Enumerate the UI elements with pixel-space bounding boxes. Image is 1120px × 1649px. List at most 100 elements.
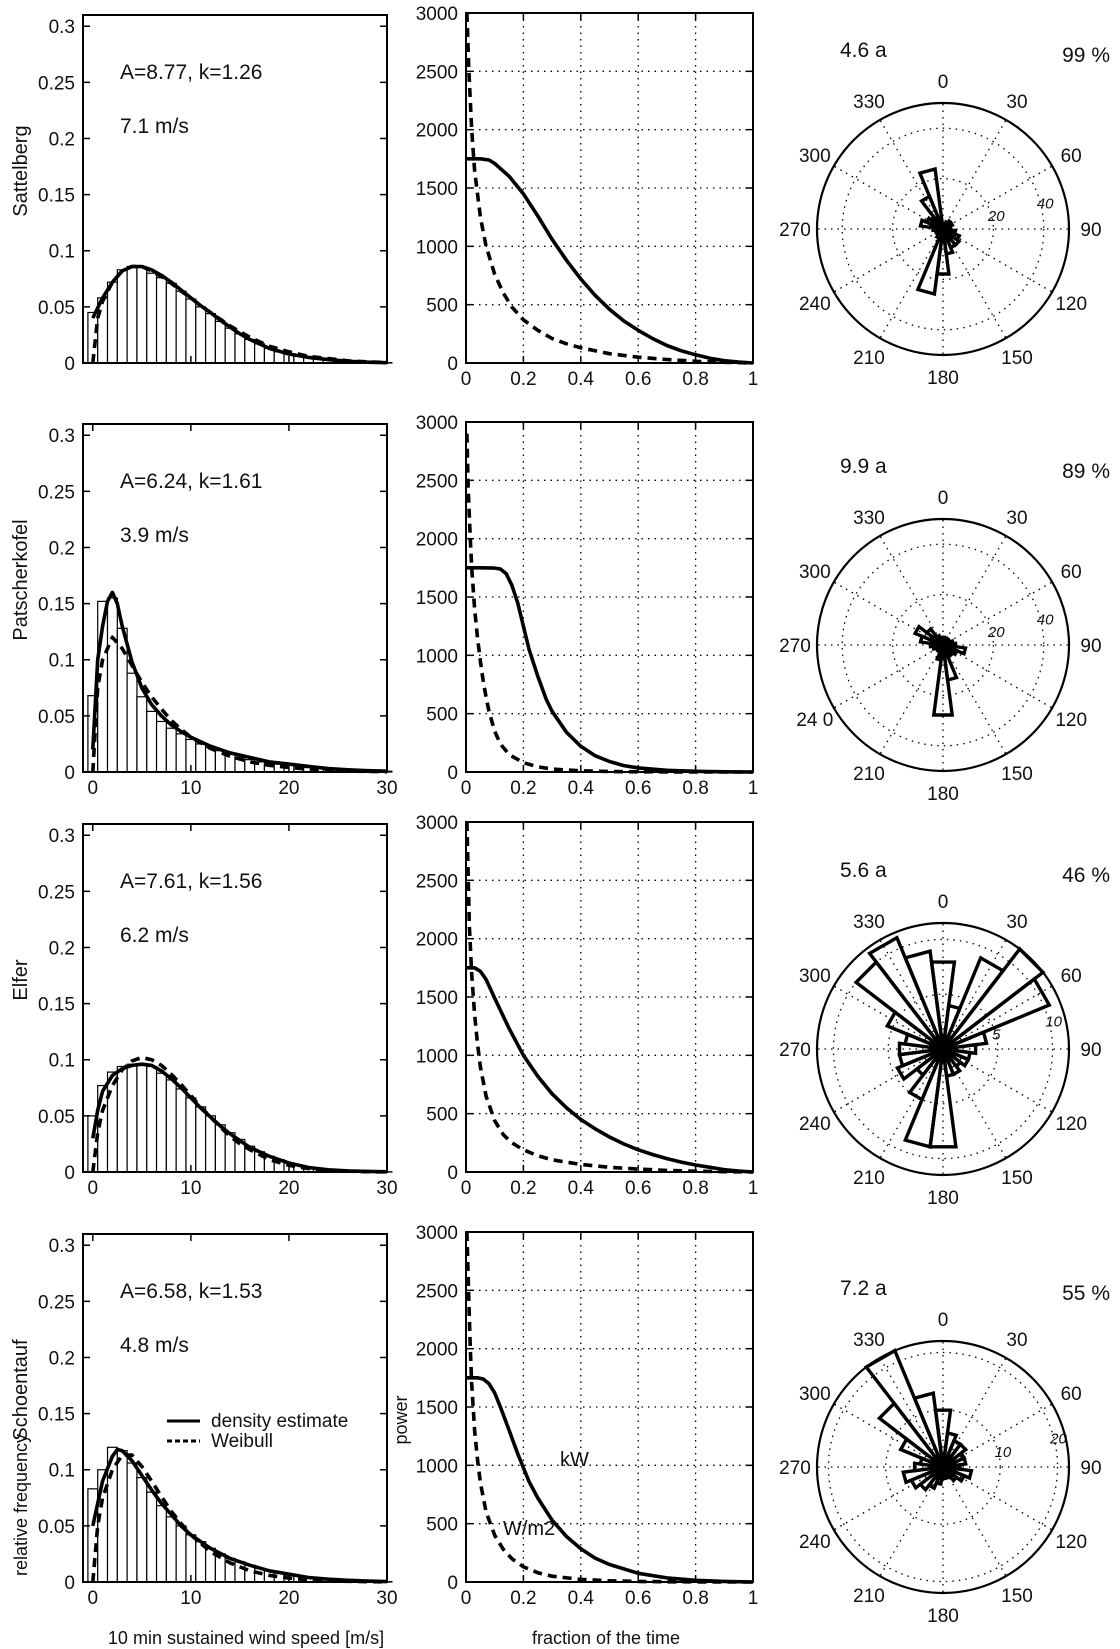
histogram-bar: [155, 1505, 167, 1583]
weibull-parameters: A=7.61, k=1.56: [120, 870, 262, 893]
rose-ring: [887, 993, 999, 1105]
rose-angle-label: 0: [938, 72, 949, 93]
y-tick-label: 0.15: [38, 995, 75, 1016]
solid-series-line: [466, 966, 754, 1174]
rose-ring: [841, 543, 1045, 747]
rose-petal: [931, 644, 955, 717]
rose-angle-label: 300: [799, 1384, 831, 1405]
record-length: 5.6 a: [840, 859, 887, 882]
panel-grid: 00.050.10.150.20.250.3A=8.77, k=1.267.1 …: [10, 4, 1110, 1627]
rose-angle-label: 60: [1061, 146, 1082, 167]
rose-angle-label: 270: [779, 636, 811, 657]
y-tick-label: 0.2: [49, 938, 75, 959]
y-tick-label: 500: [426, 705, 458, 726]
station-name: Sattelberg: [10, 125, 32, 216]
mean-wind-speed: 4.8 m/s: [120, 1334, 189, 1357]
histogram-bar: [165, 282, 177, 364]
histogram-bar: [165, 1516, 177, 1583]
rose-angle-label: 30: [1006, 912, 1027, 933]
y-tick-label: 1500: [416, 588, 458, 609]
rose-angle-label: 60: [1061, 966, 1082, 987]
histogram-bar: [165, 1079, 177, 1173]
x-tick-label: 0: [88, 1178, 99, 1199]
rose-ring-label: 20: [987, 208, 1005, 225]
y-tick-label: 2500: [416, 1281, 458, 1302]
wind-rose-panel: 10 20 0 30 60 90 120 150 180 210 240 270 300 330 7.2 a…: [779, 1277, 1110, 1627]
hist-panel: 0 0.05 0.1 0.15 0.2 0.25 0.3 A=8.77, k=1.26 7.1 …: [10, 14, 393, 375]
power-x-axis-label: fraction of the time: [532, 1628, 680, 1648]
rose-angle-label: 300: [799, 966, 831, 987]
y-tick-label: 2500: [416, 471, 458, 492]
x-tick-label: 0: [461, 1588, 472, 1609]
y-tick-label: 0: [64, 1163, 75, 1184]
rose-angle-label: 30: [1006, 92, 1027, 113]
wind-rose-panel: 20 40 0 30 60 90 120 150 180 210 24 0 270 300 330 9.9 …: [779, 455, 1110, 805]
rose-spoke: [833, 985, 944, 1050]
y-tick-label: 0: [64, 354, 75, 375]
histogram-bar: [155, 720, 167, 773]
rose-angle-label: 210: [853, 764, 885, 785]
y-tick-label: 0: [447, 1163, 458, 1184]
y-tick-label: 0.15: [38, 186, 75, 207]
mean-wind-speed: 7.1 m/s: [120, 115, 189, 138]
rose-ring: [832, 938, 1054, 1160]
rose-spoke: [942, 228, 1053, 293]
y-tick-label: 1500: [416, 179, 458, 200]
histogram-bar: [146, 1065, 158, 1173]
histogram-bar: [165, 727, 177, 773]
rose-angle-label: 210: [853, 1586, 885, 1607]
x-tick-label: 0.8: [682, 1588, 708, 1609]
wind-rose-panel: 20 40 0 30 60 90 120 150 180 210 240 270 300 330 4.6 a…: [779, 39, 1110, 389]
rose-petal: [917, 166, 945, 230]
rose-angle-label: 240: [799, 1532, 831, 1553]
x-tick-label: 0.2: [510, 778, 536, 799]
station-name: Schoentauf: [10, 1339, 32, 1441]
rose-petal: [876, 1400, 945, 1469]
y-tick-label: 0.15: [38, 595, 75, 616]
x-tick-label: 1: [748, 1178, 759, 1199]
y-tick-label: 1000: [416, 646, 458, 667]
legend-density-estimate: density estimate: [211, 1411, 348, 1432]
record-length: 4.6 a: [840, 39, 887, 62]
rose-angle-label: 180: [927, 784, 959, 805]
histogram-bar: [136, 266, 148, 364]
x-tick-label: 0.6: [625, 369, 651, 390]
x-tick-label: 0.8: [682, 1178, 708, 1199]
y-tick-label: 1000: [416, 1456, 458, 1477]
hist-x-axis-label: 10 min sustained wind speed [m/s]: [108, 1628, 384, 1648]
x-tick-label: 0.2: [510, 1588, 536, 1609]
histogram-bar: [126, 1063, 138, 1173]
record-length: 9.9 a: [840, 455, 887, 478]
histogram-bar: [175, 1088, 187, 1173]
rose-petal: [937, 635, 945, 646]
x-tick-label: 0.2: [510, 369, 536, 390]
hist-y-axis-label: relative frequency: [11, 1434, 31, 1576]
rose-angle-label: 0: [938, 1310, 949, 1331]
x-tick-label: 0: [461, 778, 472, 799]
y-tick-label: 2000: [416, 1340, 458, 1361]
plot-frame: [82, 423, 388, 773]
rose-angle-label: 270: [779, 220, 811, 241]
rose-angle-label: 270: [779, 1040, 811, 1061]
rose-spoke: [879, 535, 944, 646]
rose-ring: [827, 1351, 1059, 1583]
x-tick-label: 0.2: [510, 1178, 536, 1199]
rose-spoke: [879, 228, 944, 339]
rose-angle-label: 150: [1001, 764, 1033, 785]
weibull-parameters: A=6.58, k=1.53: [120, 1280, 262, 1303]
rose-angle-label: 180: [927, 1606, 959, 1627]
y-tick-label: 1500: [416, 988, 458, 1009]
solid-series-line: [466, 566, 754, 774]
histogram-bar: [126, 1462, 138, 1583]
rose-angle-label: 240: [799, 294, 831, 315]
histogram-bar: [185, 1534, 197, 1583]
rose-spoke: [942, 644, 1007, 755]
rose-angle-label: 330: [853, 92, 885, 113]
histogram-bar: [195, 306, 207, 364]
legend-weibull: Weibull: [211, 1431, 273, 1452]
rose-angle-label: 30: [1006, 1330, 1027, 1351]
rose-angle-label: 210: [853, 348, 885, 369]
rose-spoke: [942, 535, 1007, 646]
histogram-bar: [126, 672, 138, 773]
y-tick-label: 0.3: [49, 826, 75, 847]
